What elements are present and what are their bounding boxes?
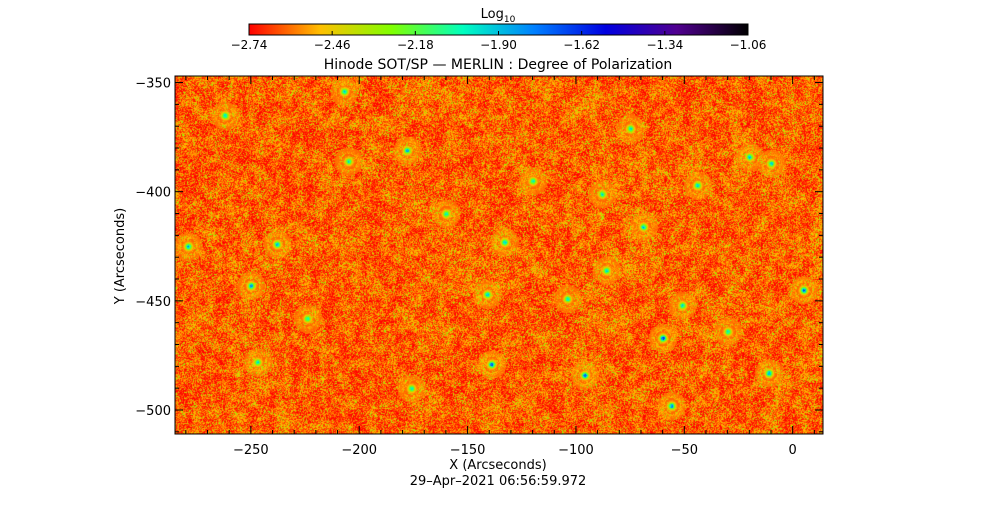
x-tick-label: −100 <box>558 443 594 458</box>
x-tick-label: −50 <box>671 443 698 458</box>
timestamp: 29–Apr–2021 06:56:59.972 <box>410 474 587 489</box>
colorbar-tick-label: −2.18 <box>397 38 434 52</box>
colorbar-tick-label: −2.46 <box>314 38 351 52</box>
y-tick-label: −450 <box>135 295 171 310</box>
y-tick-label: −400 <box>135 186 171 201</box>
plot-frame <box>174 75 824 435</box>
colorbar-title: Log10 <box>481 7 516 25</box>
colorbar-tick-label: −1.06 <box>730 38 767 52</box>
y-tick-label: −350 <box>135 77 171 92</box>
y-axis: −350 −400 −450 −500 <box>135 77 823 433</box>
x-tick-label: −150 <box>450 443 486 458</box>
x-tick-label: 0 <box>789 443 797 458</box>
colorbar-title-subscript: 10 <box>504 15 516 25</box>
colorbar-tick-label: −1.90 <box>480 38 517 52</box>
colorbar-tick-label: −1.62 <box>563 38 600 52</box>
chart-title: Hinode SOT/SP — MERLIN : Degree of Polar… <box>324 57 673 73</box>
plot-area: −250 −200 −150 −100 −50 0 −350−400−450−500 <box>135 75 824 458</box>
x-axis: −250 −200 −150 −100 −50 0 <box>185 76 815 458</box>
colorbar-title-base: Log <box>481 7 504 22</box>
x-tick-label: −200 <box>341 443 377 458</box>
colorbar-ticks: −2.74 −2.46 −2.18 −1.90 −1.62 −1.34 −1.06 <box>231 31 767 52</box>
y-tick-label: −500 <box>135 404 171 419</box>
colorbar: Log10 −2.74 −2.46 −2.18 −1.90 −1.62 −1.34 −1.0… <box>231 7 767 52</box>
x-axis-label: X (Arcseconds) <box>449 458 546 473</box>
x-tick-label: −250 <box>233 443 269 458</box>
polarization-heatmap <box>175 76 823 434</box>
colorbar-tick-label: −2.74 <box>231 38 268 52</box>
y-axis-label: Y (Arcseconds) <box>113 208 128 305</box>
colorbar-tick-label: −1.34 <box>646 38 683 52</box>
